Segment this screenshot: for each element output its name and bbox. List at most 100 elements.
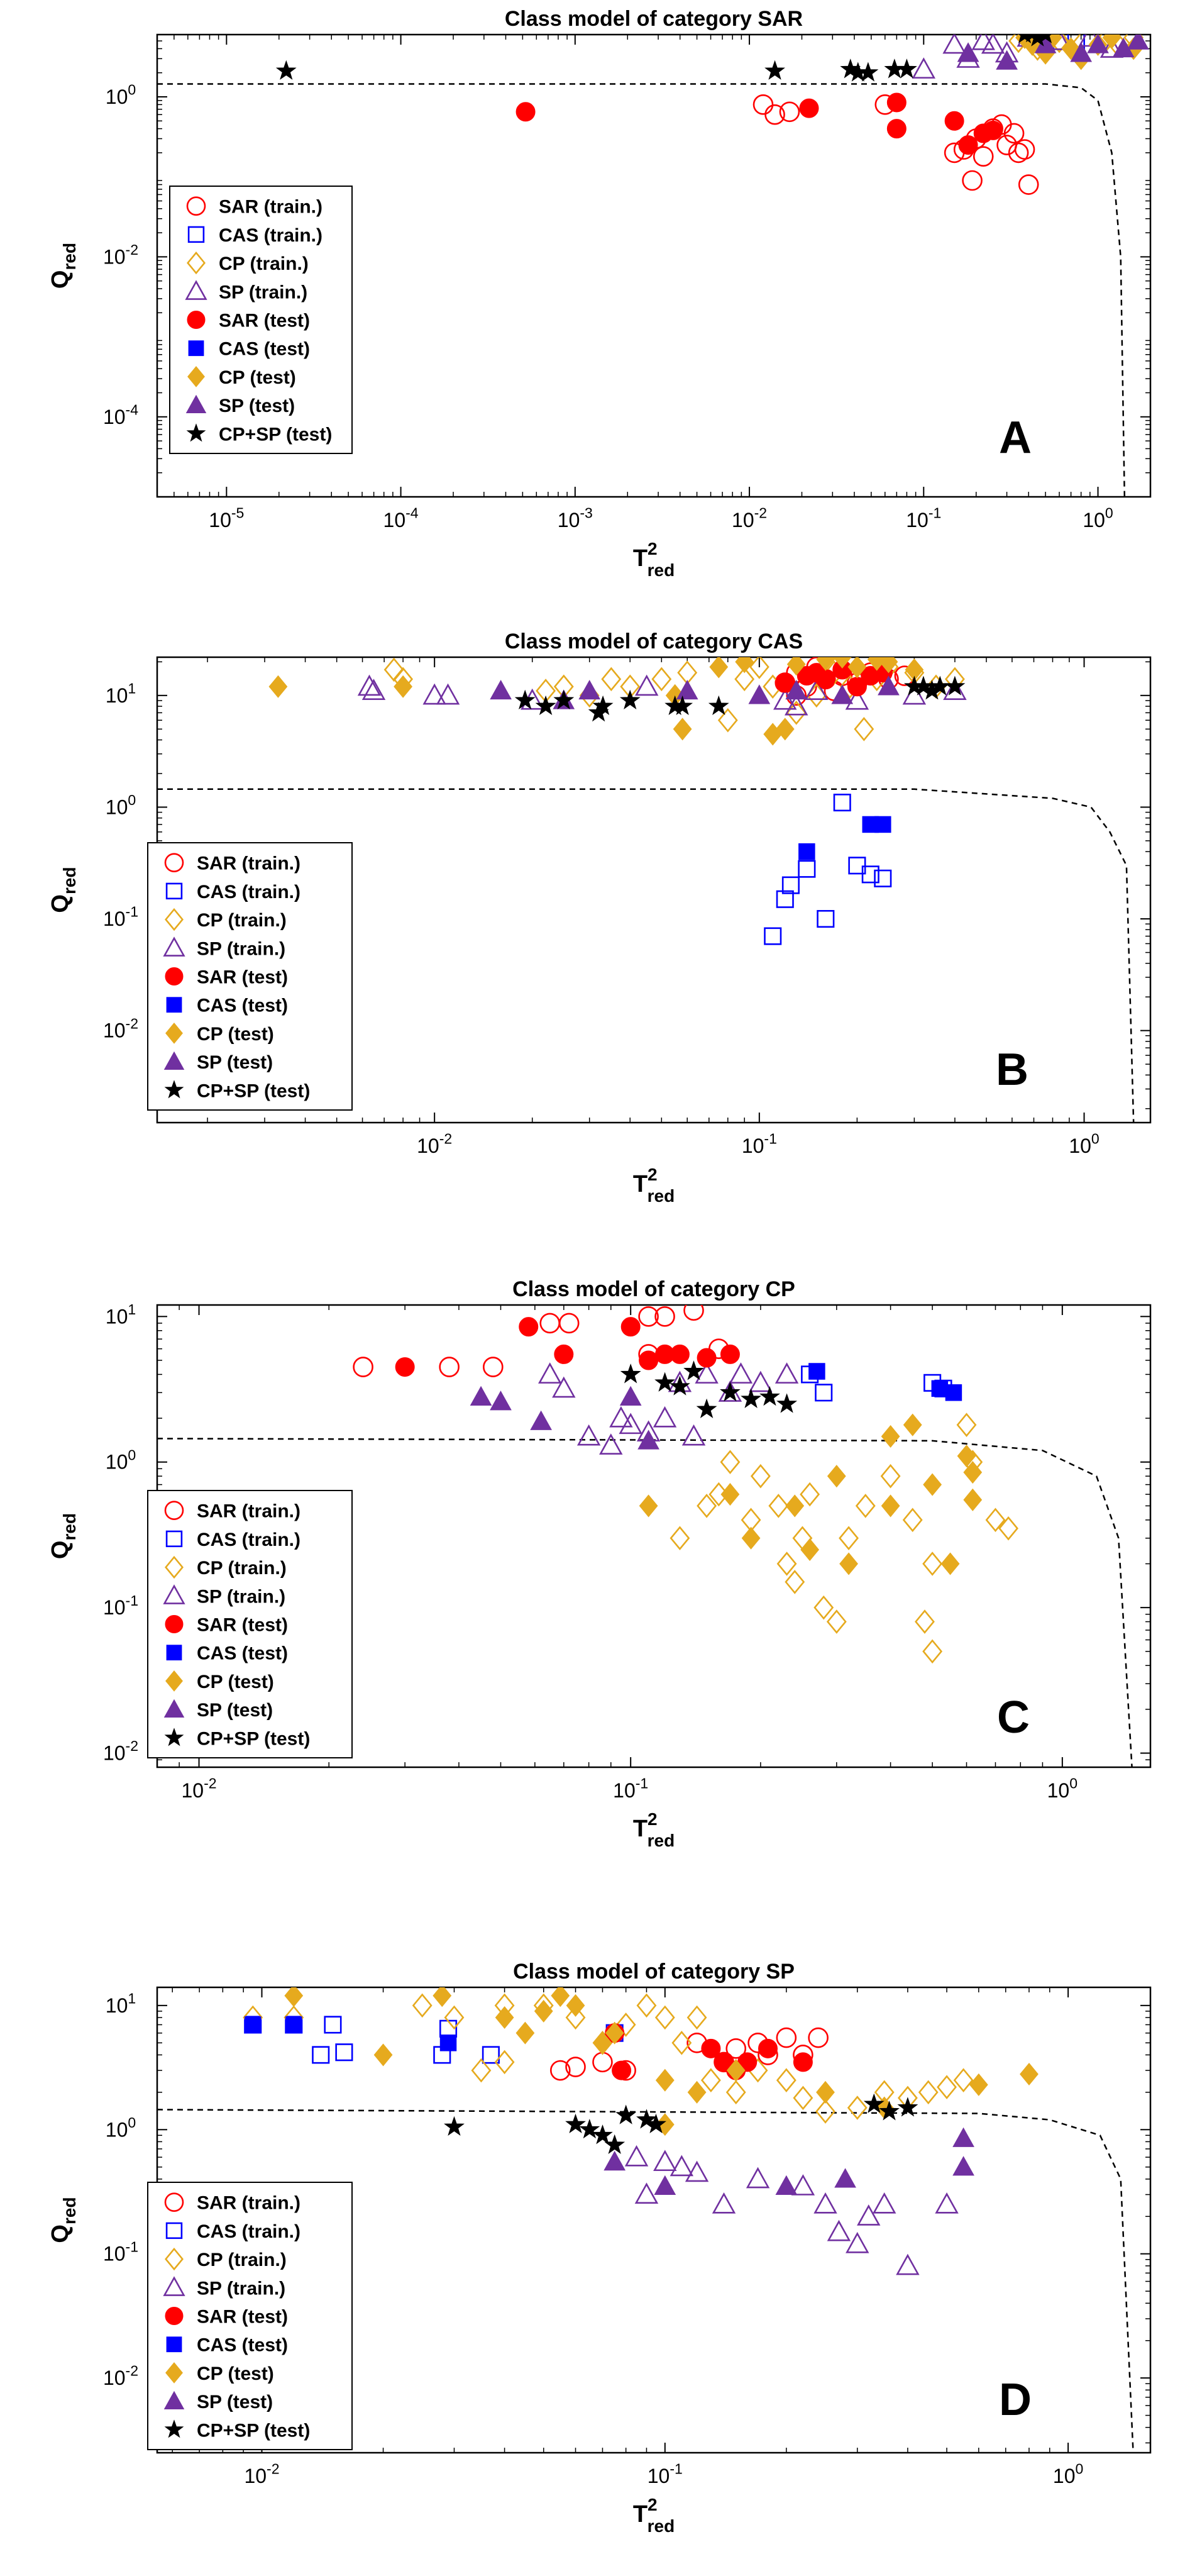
data-point	[592, 695, 614, 716]
data-point	[746, 2167, 770, 2189]
chart-title: Class model of category CAS	[505, 630, 803, 653]
chart-title: Class model of category SP	[513, 1960, 795, 1984]
data-point	[854, 716, 874, 741]
data-point	[749, 1370, 773, 1392]
y-tick-label: 101	[106, 1301, 136, 1328]
data-point	[815, 1384, 833, 1402]
data-point	[776, 890, 794, 908]
legend-label: CAS (test)	[219, 339, 310, 360]
data-point	[683, 1360, 704, 1380]
data-point	[734, 667, 755, 692]
data-point	[720, 1382, 741, 1402]
data-point	[791, 2174, 815, 2196]
series-cp-test	[639, 1413, 983, 1575]
data-point	[639, 1494, 658, 1518]
panel-letter: B	[996, 1045, 1028, 1095]
legend-label: CAS (train.)	[197, 882, 300, 902]
data-point	[873, 2192, 896, 2214]
legend-marker	[164, 1501, 184, 1520]
data-point	[609, 1406, 633, 1428]
class-limit-line	[157, 788, 1135, 1123]
legend-marker	[187, 226, 205, 243]
y-tick-label: 100	[106, 1446, 136, 1473]
data-point	[275, 60, 297, 80]
legend-label: CAS (test)	[197, 996, 288, 1016]
series-sp-test	[604, 2127, 974, 2195]
data-point	[361, 679, 386, 700]
legend-marker	[164, 2419, 184, 2438]
y-tick-label: 10-2	[103, 1015, 138, 1041]
data-point	[793, 2052, 813, 2072]
minor-ticks	[157, 34, 1151, 497]
data-point	[776, 1393, 798, 1413]
series-cas-train	[764, 794, 892, 945]
data-point	[764, 60, 785, 80]
legend-label: CAS (test)	[197, 1643, 288, 1664]
legend-marker	[163, 1699, 185, 1718]
legend: SAR (train.) CAS (train.) CP (train.) SP (t…	[147, 2182, 353, 2450]
legend-label: CP+SP (test)	[197, 2420, 310, 2441]
data-point	[655, 2068, 675, 2092]
data-point	[785, 694, 808, 716]
data-point	[565, 2005, 586, 2030]
data-point	[774, 1362, 799, 1384]
data-point	[538, 1362, 562, 1384]
data-point	[604, 2151, 626, 2171]
data-point	[579, 2118, 600, 2139]
data-point	[654, 1306, 675, 1327]
data-point	[670, 1375, 690, 1396]
legend-marker	[165, 1530, 183, 1548]
data-point	[558, 1313, 580, 1334]
legend-label: SP (test)	[219, 396, 295, 416]
legend-marker	[165, 2307, 184, 2325]
y-tick-label: 10-2	[103, 2363, 138, 2389]
legend-marker	[165, 1555, 184, 1579]
data-point	[312, 2046, 330, 2064]
data-point	[687, 2080, 707, 2104]
legend-label: CP (test)	[197, 1672, 274, 1692]
class-limit-line	[157, 83, 1126, 497]
data-point	[808, 1363, 825, 1380]
legend-label: SAR (train.)	[197, 2193, 300, 2214]
data-point	[971, 35, 995, 50]
legend-label: SAR (test)	[219, 311, 310, 331]
x-tick-label: 10-5	[209, 505, 244, 531]
data-point	[881, 1424, 900, 1448]
data-point	[785, 1494, 805, 1518]
data-point	[244, 2016, 262, 2033]
data-point	[624, 2145, 649, 2167]
data-point	[620, 1363, 641, 1384]
series-sp-train	[624, 2145, 959, 2275]
y-tick-label: 100	[106, 82, 136, 108]
data-point	[1087, 35, 1109, 53]
data-point	[592, 2051, 613, 2073]
legend-marker	[187, 311, 206, 329]
data-point	[1102, 35, 1122, 49]
data-point	[697, 1348, 717, 1368]
y-tick-label: 10-1	[103, 1592, 138, 1619]
data-point	[357, 674, 382, 696]
data-point	[676, 679, 698, 700]
data-point	[879, 2101, 900, 2121]
data-point	[285, 2016, 302, 2033]
legend-label: CP (train.)	[197, 2250, 287, 2270]
x-axis-label: T2 red	[633, 1809, 675, 1850]
legend-label: CAS (test)	[197, 2335, 288, 2356]
legend-marker	[166, 997, 182, 1013]
legend-marker	[164, 2192, 184, 2212]
data-point	[670, 2155, 694, 2177]
legend-marker	[164, 853, 184, 872]
data-point	[470, 1385, 492, 1406]
legend-label: SP (test)	[197, 1052, 273, 1073]
data-point	[1039, 35, 1052, 43]
x-tick-label: 100	[1053, 2461, 1083, 2487]
data-point	[720, 1483, 740, 1506]
legend-label: SAR (test)	[197, 1615, 288, 1636]
legend-label: SP (train.)	[197, 1586, 285, 1607]
data-point	[535, 695, 556, 716]
data-point	[944, 675, 966, 696]
legend-label: CP (train.)	[197, 1558, 287, 1579]
data-point	[827, 2219, 851, 2241]
data-point	[436, 683, 460, 705]
data-point	[800, 1482, 820, 1507]
